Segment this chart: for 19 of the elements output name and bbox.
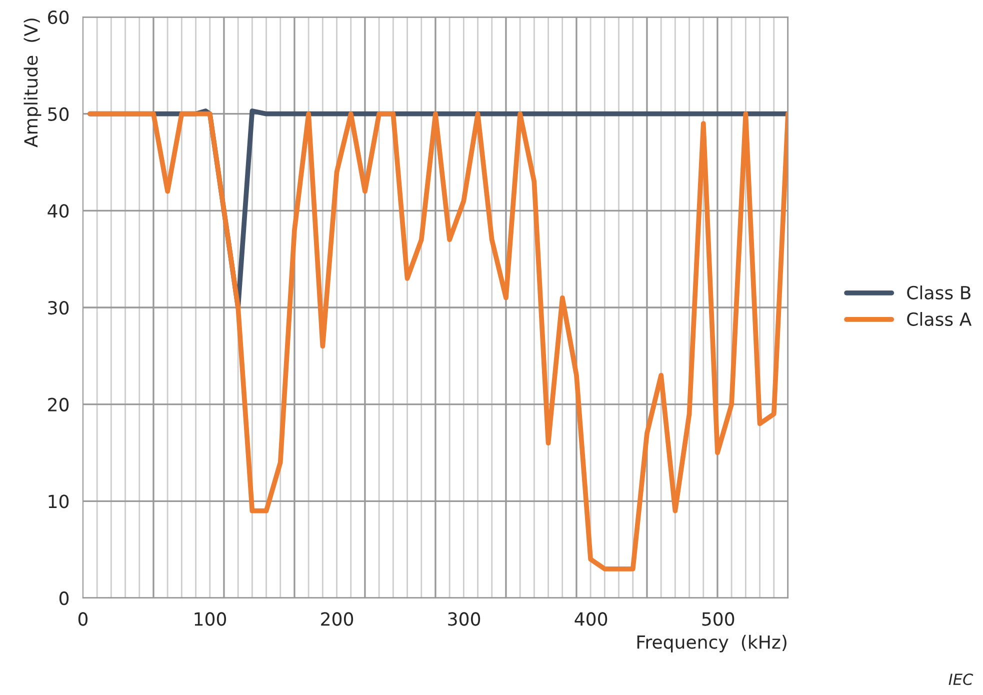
text: IEC	[948, 674, 974, 686]
x-axis-title: Frequency (kHz)	[637, 634, 786, 652]
x-tick-label: 400	[574, 612, 608, 626]
line-series	[88, 111, 788, 572]
y-tick-label: 60	[48, 10, 69, 24]
y-tick-label: 50	[48, 107, 69, 121]
x-tick-label: 100	[194, 612, 226, 626]
x-tick-label: 0	[78, 612, 88, 626]
y-tick-label: 0	[59, 591, 69, 606]
legend-label: Class B	[907, 286, 970, 300]
x-tick-label: 500	[702, 612, 734, 626]
x-tick-label: 300	[448, 612, 480, 626]
y-tick-label: 10	[48, 494, 69, 508]
y-tick-label: 30	[48, 300, 69, 315]
y-axis-title: Amplitude (V)	[24, 18, 42, 148]
y-tick-label: 20	[48, 398, 69, 412]
legend-label: Class A	[907, 312, 972, 326]
y-tick-label: 40	[48, 204, 69, 218]
x-tick-label: 200	[321, 612, 354, 626]
